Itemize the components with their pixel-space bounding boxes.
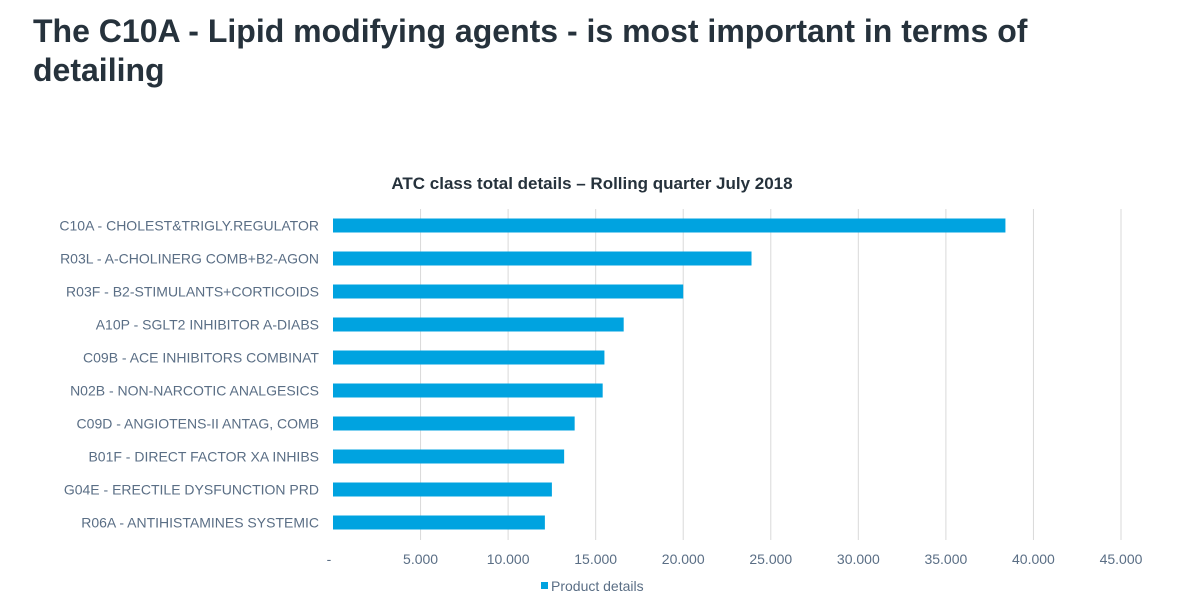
x-tick-label: 35.000 <box>924 551 967 567</box>
bar <box>333 416 575 431</box>
chart-title: ATC class total details – Rolling quarte… <box>391 174 792 193</box>
bar <box>333 482 552 497</box>
bar <box>333 218 1006 233</box>
x-tick-label: 15.000 <box>574 551 617 567</box>
category-label: R03L - A-CHOLINERG COMB+B2-AGON <box>60 251 319 267</box>
x-tick-label: 20.000 <box>662 551 705 567</box>
bar <box>333 317 624 332</box>
category-label: R06A - ANTIHISTAMINES SYSTEMIC <box>81 515 319 531</box>
category-label: C10A - CHOLEST&TRIGLY.REGULATOR <box>59 218 319 234</box>
bar <box>333 350 605 365</box>
category-label: G04E - ERECTILE DYSFUNCTION PRD <box>64 482 319 498</box>
legend-label: Product details <box>551 578 644 594</box>
x-tick-label: 45.000 <box>1100 551 1143 567</box>
category-label: R03F - B2-STIMULANTS+CORTICOIDS <box>66 284 319 300</box>
category-label: C09D - ANGIOTENS-II ANTAG, COMB <box>77 416 319 432</box>
category-label: N02B - NON-NARCOTIC ANALGESICS <box>70 383 319 399</box>
bar <box>333 449 565 464</box>
bar <box>333 251 752 266</box>
legend-swatch <box>541 582 548 589</box>
category-labels: C10A - CHOLEST&TRIGLY.REGULATOR R03L - A-… <box>59 218 319 531</box>
page-title: The C10A - Lipid modifying agents - is m… <box>33 13 1028 88</box>
gridlines <box>420 209 1122 540</box>
legend: Product details <box>541 578 644 594</box>
bars <box>333 218 1006 530</box>
category-label: A10P - SGLT2 INHIBITOR A-DIABS <box>96 317 319 333</box>
x-axis-tick-labels: - 5.000 10.000 15.000 20.000 25.000 30.000 35.0… <box>327 551 1143 567</box>
x-tick-label: 40.000 <box>1012 551 1055 567</box>
bar <box>333 284 684 299</box>
x-tick-label: 30.000 <box>837 551 880 567</box>
x-tick-label: 25.000 <box>749 551 792 567</box>
category-label: C09B - ACE INHIBITORS COMBINAT <box>83 350 319 366</box>
x-tick-label: - <box>327 551 332 567</box>
bar <box>333 515 545 530</box>
category-label: B01F - DIRECT FACTOR XA INHIBS <box>88 449 319 465</box>
x-tick-label: 10.000 <box>487 551 530 567</box>
bar <box>333 383 603 398</box>
x-tick-label: 5.000 <box>403 551 438 567</box>
